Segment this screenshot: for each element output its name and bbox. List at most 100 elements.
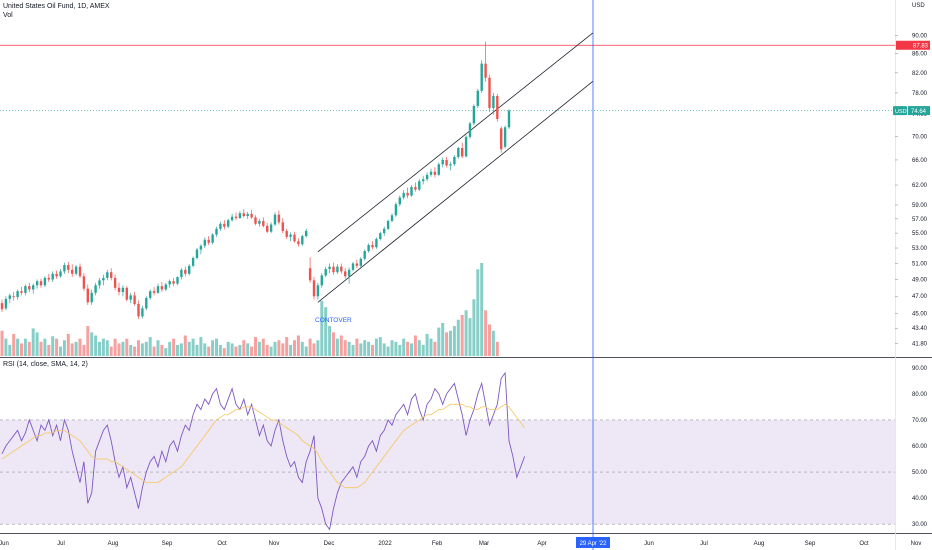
candle[interactable] xyxy=(464,135,468,158)
candle[interactable] xyxy=(145,296,148,311)
candle[interactable] xyxy=(149,289,152,300)
candle[interactable] xyxy=(336,264,339,274)
candle[interactable] xyxy=(180,268,183,280)
candle[interactable] xyxy=(20,286,23,296)
candle[interactable] xyxy=(63,262,66,274)
candle[interactable] xyxy=(297,238,300,247)
candle[interactable] xyxy=(172,277,175,287)
candle[interactable] xyxy=(503,125,507,149)
candle[interactable] xyxy=(168,279,171,288)
candle[interactable] xyxy=(156,283,160,294)
candle[interactable] xyxy=(359,257,362,268)
candle[interactable] xyxy=(484,41,487,82)
candle[interactable] xyxy=(67,261,70,274)
candle[interactable] xyxy=(273,212,277,226)
candle[interactable] xyxy=(457,146,460,159)
candle[interactable] xyxy=(113,274,117,291)
candle[interactable] xyxy=(433,167,437,178)
candle[interactable] xyxy=(480,60,483,93)
candle[interactable] xyxy=(160,281,164,293)
candle[interactable] xyxy=(176,276,179,286)
candle[interactable] xyxy=(121,285,125,297)
candle[interactable] xyxy=(281,218,284,234)
candle[interactable] xyxy=(98,277,101,289)
candlesticks[interactable] xyxy=(0,41,511,320)
time-axis[interactable]: Jun Jul Aug Sep Oct Nov Dec 2022 Feb Mar Apr Jun Jul… xyxy=(0,537,921,548)
channel-upper-line[interactable] xyxy=(317,32,594,253)
candle[interactable] xyxy=(351,261,355,272)
candle[interactable] xyxy=(316,282,320,300)
candle[interactable] xyxy=(129,292,132,304)
candle[interactable] xyxy=(375,237,378,249)
candle[interactable] xyxy=(74,265,78,276)
candle[interactable] xyxy=(289,232,292,242)
candle[interactable] xyxy=(8,293,11,304)
candle[interactable] xyxy=(312,277,316,300)
candle[interactable] xyxy=(293,231,296,243)
rsi-legend[interactable]: RSI (14, close, SMA, 14, 2) xyxy=(3,361,88,368)
candle[interactable] xyxy=(258,218,261,227)
candle[interactable] xyxy=(43,276,47,287)
candle[interactable] xyxy=(308,257,312,283)
candle[interactable] xyxy=(215,226,218,237)
candle[interactable] xyxy=(301,234,304,246)
candle[interactable] xyxy=(344,268,347,279)
candle[interactable] xyxy=(71,264,74,278)
candle[interactable] xyxy=(402,190,405,200)
hline-price-label[interactable]: 87.83 xyxy=(896,40,930,50)
candle[interactable] xyxy=(492,92,495,115)
candle[interactable] xyxy=(461,142,464,159)
candle[interactable] xyxy=(223,220,226,230)
candle[interactable] xyxy=(472,104,476,126)
candle[interactable] xyxy=(188,264,191,276)
candle[interactable] xyxy=(86,284,89,305)
candle[interactable] xyxy=(269,222,273,234)
candle[interactable] xyxy=(106,269,109,281)
candle[interactable] xyxy=(82,273,86,292)
candle[interactable] xyxy=(137,300,140,320)
candle[interactable] xyxy=(449,161,452,171)
candle[interactable] xyxy=(425,172,429,182)
candle[interactable] xyxy=(24,284,27,296)
candle[interactable] xyxy=(199,244,203,255)
candle[interactable] xyxy=(305,228,308,238)
candle[interactable] xyxy=(152,286,156,296)
candle[interactable] xyxy=(441,157,444,168)
candle[interactable] xyxy=(234,212,238,221)
candle[interactable] xyxy=(59,269,62,278)
crosshair-time-label[interactable]: 29 Apr '22 xyxy=(576,537,610,548)
candle[interactable] xyxy=(328,263,331,274)
candle[interactable] xyxy=(47,273,50,282)
candle[interactable] xyxy=(203,237,206,249)
candle[interactable] xyxy=(476,88,479,109)
candle[interactable] xyxy=(164,282,167,292)
candle[interactable] xyxy=(32,283,35,294)
candle[interactable] xyxy=(468,121,472,139)
candle[interactable] xyxy=(347,267,351,284)
last-price-label[interactable]: USD 74.64 xyxy=(893,106,930,116)
candle[interactable] xyxy=(195,248,199,260)
candle[interactable] xyxy=(453,155,456,167)
candle[interactable] xyxy=(340,263,343,274)
candle[interactable] xyxy=(445,156,448,168)
candle[interactable] xyxy=(141,305,144,319)
candle[interactable] xyxy=(219,221,222,231)
candle[interactable] xyxy=(379,231,382,241)
candle[interactable] xyxy=(324,266,327,278)
candle[interactable] xyxy=(367,243,370,253)
candle[interactable] xyxy=(422,176,425,185)
volume-legend[interactable]: Vol xyxy=(3,12,13,19)
candle[interactable] xyxy=(51,271,54,282)
candle[interactable] xyxy=(488,74,491,112)
candle[interactable] xyxy=(238,211,242,219)
candle[interactable] xyxy=(429,168,433,177)
candle[interactable] xyxy=(94,282,97,296)
candle[interactable] xyxy=(16,289,19,300)
candle[interactable] xyxy=(371,241,374,250)
candle[interactable] xyxy=(394,202,398,217)
candle[interactable] xyxy=(437,162,440,177)
candle[interactable] xyxy=(398,195,401,207)
candle[interactable] xyxy=(285,228,288,240)
candle[interactable] xyxy=(406,187,409,199)
candle[interactable] xyxy=(262,217,265,228)
